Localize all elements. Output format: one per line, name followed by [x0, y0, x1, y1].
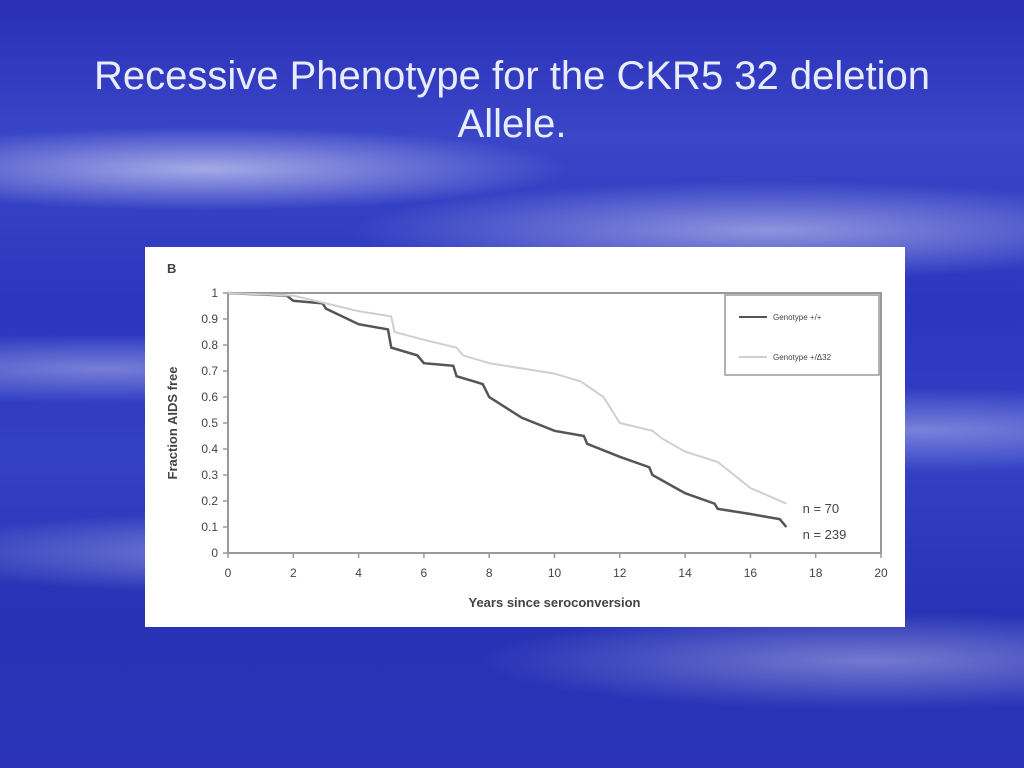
y-tick-label: 0	[211, 546, 218, 560]
y-tick-label: 0.8	[201, 338, 218, 352]
x-tick-label: 12	[613, 566, 627, 580]
x-axis-label: Years since seroconversion	[469, 595, 641, 610]
y-axis-label: Fraction AIDS free	[165, 367, 180, 480]
x-tick-label: 0	[225, 566, 232, 580]
y-tick-label: 0.3	[201, 468, 218, 482]
x-tick-label: 2	[290, 566, 297, 580]
x-tick-label: 14	[678, 566, 692, 580]
y-tick-label: 0.9	[201, 312, 218, 326]
y-tick-label: 0.7	[201, 364, 218, 378]
chart-figure: B 0 0.1 0.2 0.3 0.4 0.5 0.6 0.7 0.8 0.9 1 0 2 4 6 8 10 12 1…	[145, 247, 905, 627]
x-tick-label: 4	[355, 566, 362, 580]
x-tick-label: 10	[548, 566, 562, 580]
x-tick-label: 16	[744, 566, 758, 580]
y-tick-label: 0.5	[201, 416, 218, 430]
series-line-2	[227, 292, 787, 505]
x-tick-label: 8	[486, 566, 493, 580]
y-tick-label: 0.2	[201, 494, 218, 508]
survival-chart: B00.10.20.30.40.50.60.70.80.910 2 4 6 8 10 12 1…	[165, 261, 888, 610]
x-tick-label: 18	[809, 566, 823, 580]
y-tick-label: 0.6	[201, 390, 218, 404]
legend-label-2: Genotype +/Δ32	[773, 353, 832, 362]
panel-label: B	[167, 261, 176, 276]
series-line-1	[227, 291, 788, 528]
x-tick-label: 6	[421, 566, 428, 580]
y-tick-label: 0.1	[201, 520, 218, 534]
y-tick-label: 1	[211, 286, 218, 300]
slide-title: Recessive Phenotype for the CKR5 32 dele…	[93, 54, 931, 146]
n-annotation-2: n = 239	[803, 527, 847, 542]
y-tick-label: 0.4	[201, 442, 218, 456]
n-annotation-1: n = 70	[803, 501, 840, 516]
legend-label-1: Genotype +/+	[773, 313, 822, 322]
legend-box	[724, 294, 880, 376]
x-tick-label: 20	[874, 566, 888, 580]
